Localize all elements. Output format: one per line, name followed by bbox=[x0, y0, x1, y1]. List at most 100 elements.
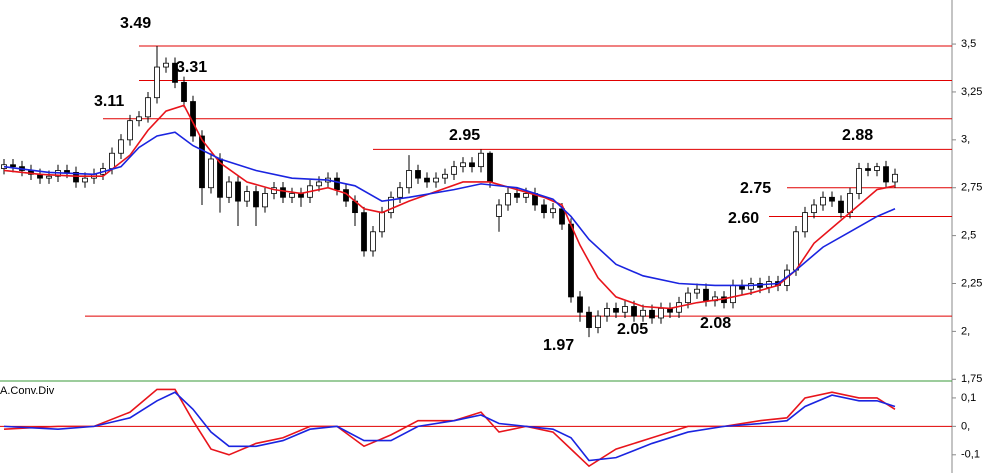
candle-body bbox=[838, 200, 844, 214]
candle-body bbox=[514, 193, 520, 198]
candle-body bbox=[172, 62, 178, 83]
candle-body bbox=[235, 181, 241, 202]
candle-body bbox=[829, 196, 835, 202]
candle-body bbox=[280, 187, 286, 198]
candle-body bbox=[109, 152, 115, 169]
candle-body bbox=[811, 204, 817, 214]
candle-body bbox=[370, 231, 376, 252]
level-label: 2.08 bbox=[700, 315, 731, 332]
candle-body bbox=[586, 311, 592, 328]
candle-body bbox=[550, 208, 556, 214]
candle-body bbox=[244, 191, 250, 202]
candle-body bbox=[154, 66, 160, 99]
candle-body bbox=[802, 212, 808, 233]
candle-body bbox=[253, 191, 259, 208]
annotation: 1.97 bbox=[543, 337, 574, 354]
candle-body bbox=[595, 315, 601, 328]
candle-body bbox=[163, 62, 169, 68]
y-tick-label: 1,75 bbox=[961, 373, 982, 385]
candle-body bbox=[568, 223, 574, 298]
candle-body bbox=[199, 135, 205, 189]
candle-body bbox=[442, 173, 448, 179]
line bbox=[3, 388, 896, 468]
candle-body bbox=[424, 177, 430, 183]
candle-body bbox=[892, 173, 898, 183]
candle-body bbox=[793, 231, 799, 271]
candle-body bbox=[748, 283, 754, 290]
y-tick-label: 2,75 bbox=[961, 182, 982, 194]
candle-body bbox=[658, 308, 664, 319]
candle-body bbox=[118, 139, 124, 154]
y-tick-label: -0,1 bbox=[961, 449, 980, 461]
annotation: 2.88 bbox=[842, 127, 873, 144]
candle-body bbox=[847, 193, 853, 214]
candle-body bbox=[685, 292, 691, 304]
candle-body bbox=[541, 204, 547, 214]
candle-body bbox=[856, 168, 862, 194]
level-label: 3.31 bbox=[176, 59, 207, 76]
candle-body bbox=[262, 193, 268, 208]
candle-body bbox=[136, 116, 142, 122]
y-tick-label: 3, bbox=[961, 134, 970, 146]
candle-body bbox=[388, 196, 394, 214]
candle-body bbox=[127, 120, 133, 141]
candle-body bbox=[496, 204, 502, 217]
candle-body bbox=[874, 166, 880, 171]
candle-body bbox=[865, 168, 871, 171]
candle-body bbox=[649, 309, 655, 319]
candle-body bbox=[487, 152, 493, 183]
candle-body bbox=[820, 196, 826, 206]
y-tick-label: 2,25 bbox=[961, 277, 982, 289]
y-tick-label: 0,1 bbox=[961, 392, 976, 404]
candle-body bbox=[316, 181, 322, 187]
line bbox=[3, 131, 896, 287]
y-tick-label: 3,25 bbox=[961, 86, 982, 98]
candle-body bbox=[226, 181, 232, 198]
candle-body bbox=[631, 306, 637, 317]
candle-body bbox=[46, 175, 52, 179]
candle-body bbox=[640, 309, 646, 317]
candle-body bbox=[145, 97, 151, 118]
candle-body bbox=[577, 296, 583, 313]
candle-body bbox=[703, 288, 709, 302]
candle-body bbox=[613, 308, 619, 313]
candle-body bbox=[478, 152, 484, 168]
candle-body bbox=[334, 177, 340, 191]
candle-body bbox=[208, 158, 214, 189]
candle-body bbox=[883, 166, 889, 183]
candle-body bbox=[406, 170, 412, 189]
level-label: 2.75 bbox=[740, 180, 771, 197]
candle-body bbox=[730, 285, 736, 304]
candle-body bbox=[415, 170, 421, 179]
candle-body bbox=[82, 177, 88, 183]
candle-body bbox=[10, 164, 16, 168]
candle-body bbox=[397, 187, 403, 198]
candle-body bbox=[289, 193, 295, 198]
y-tick-label: 2,5 bbox=[961, 230, 976, 242]
level-label: 3.49 bbox=[120, 15, 151, 32]
candle-body bbox=[523, 193, 529, 198]
y-tick-label: 3,5 bbox=[961, 38, 976, 50]
level-label: 2.95 bbox=[449, 127, 480, 144]
annotation: 2.05 bbox=[617, 321, 648, 338]
candle-body bbox=[694, 288, 700, 294]
candle-body bbox=[469, 162, 475, 168]
candle-body bbox=[460, 162, 466, 168]
candle-body bbox=[361, 212, 367, 252]
candle-body bbox=[559, 208, 565, 225]
candle-body bbox=[379, 212, 385, 233]
level-label: 2.60 bbox=[728, 210, 759, 227]
candle-body bbox=[505, 193, 511, 206]
level-label: 3.11 bbox=[94, 93, 124, 110]
candle-body bbox=[622, 306, 628, 313]
y-tick-label: 0, bbox=[961, 420, 970, 432]
line bbox=[3, 391, 896, 462]
candle-body bbox=[181, 81, 187, 102]
line bbox=[3, 104, 896, 310]
candle-body bbox=[73, 171, 79, 183]
candle-body bbox=[433, 177, 439, 183]
candle-body bbox=[604, 308, 610, 317]
candle-body bbox=[451, 166, 457, 175]
candle-body bbox=[64, 170, 70, 173]
